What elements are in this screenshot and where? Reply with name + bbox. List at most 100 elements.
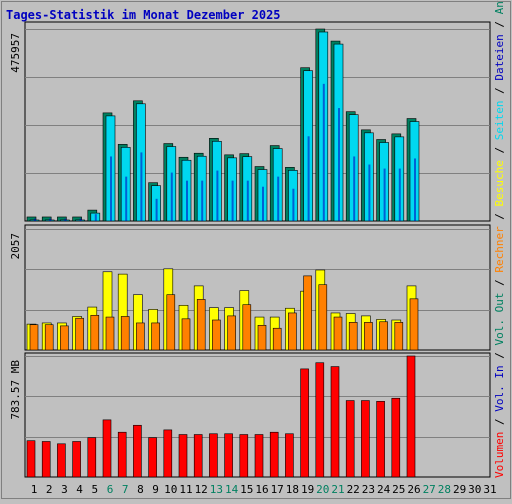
top-ylabel: 475957 <box>9 33 22 73</box>
day-label-21: 21 <box>331 483 344 496</box>
bar-rechner-day-24 <box>379 321 388 351</box>
bar-rechner-day-12 <box>196 299 206 351</box>
bar-volumen-day-7 <box>117 431 127 478</box>
bar-rechner-day-6 <box>105 316 115 351</box>
day-label-29: 29 <box>453 483 466 496</box>
day-label-22: 22 <box>347 483 360 496</box>
bar-rechner-day-19 <box>303 275 312 351</box>
day-label-15: 15 <box>240 483 253 496</box>
day-label-9: 9 <box>152 483 159 496</box>
day-label-31: 31 <box>483 483 496 496</box>
bar-dateien-day-3 <box>64 218 67 221</box>
bar-dateien-day-20 <box>322 83 325 221</box>
bar-rechner-day-26 <box>409 298 419 351</box>
legend-segment: Volumen <box>493 432 506 478</box>
middle-ylabel: 2057 <box>9 233 22 260</box>
day-label-26: 26 <box>407 483 420 496</box>
bar-volumen-day-13 <box>209 433 218 478</box>
day-label-20: 20 <box>316 483 329 496</box>
day-label-1: 1 <box>31 483 38 496</box>
bar-volumen-day-10 <box>163 429 173 478</box>
legend-segment: / <box>493 14 506 34</box>
bar-rechner-day-5 <box>90 314 100 351</box>
day-label-2: 2 <box>46 483 53 496</box>
bar-rechner-day-16 <box>257 324 267 351</box>
bar-rechner-day-18 <box>288 312 297 351</box>
day-label-23: 23 <box>362 483 375 496</box>
bar-dateien-day-11 <box>186 180 188 221</box>
right-legend: Volumen / Vol. In / Vol. Out / Rechner /… <box>493 0 506 478</box>
chart-title: Tages-Statistik im Monat Dezember 2025 <box>6 8 281 22</box>
legend-segment: Dateien <box>493 34 506 80</box>
bar-volumen-day-23 <box>361 400 370 478</box>
bar-dateien-day-2 <box>49 218 52 221</box>
legend-segment: / <box>493 273 506 293</box>
bar-volumen-day-21 <box>330 366 340 478</box>
day-label-13: 13 <box>210 483 223 496</box>
bar-rechner-day-2 <box>44 324 54 351</box>
bottom-ylabel: 783.57 MB <box>9 360 22 420</box>
bar-dateien-day-13 <box>216 170 219 221</box>
bar-rechner-day-3 <box>60 325 69 351</box>
bar-dateien-day-23 <box>368 164 371 221</box>
bar-dateien-day-15 <box>246 180 249 221</box>
bar-volumen-day-2 <box>41 441 51 478</box>
legend-segment: / <box>493 346 506 366</box>
day-label-11: 11 <box>179 483 192 496</box>
bar-rechner-day-15 <box>242 304 252 351</box>
bar-rechner-day-23 <box>364 322 373 351</box>
bar-rechner-day-10 <box>166 294 176 351</box>
bar-volumen-day-22 <box>345 400 355 478</box>
legend-segment: / <box>493 206 506 226</box>
bar-dateien-day-19 <box>307 136 310 221</box>
bar-rechner-day-7 <box>120 316 130 351</box>
day-label-10: 10 <box>164 483 177 496</box>
bar-volumen-day-5 <box>87 437 97 478</box>
bar-volumen-day-14 <box>224 433 233 478</box>
legend-segment: / <box>493 412 506 432</box>
bar-dateien-day-18 <box>292 188 295 221</box>
legend-segment: Seiten <box>493 100 506 140</box>
bar-volumen-day-11 <box>178 434 188 478</box>
bar-volumen-day-16 <box>254 434 264 478</box>
bar-rechner-day-14 <box>227 315 236 351</box>
bar-volumen-day-15 <box>239 434 249 478</box>
bar-dateien-day-1 <box>34 218 36 221</box>
legend-segment: Besuche <box>493 160 506 206</box>
bar-dateien-day-10 <box>170 172 173 221</box>
bar-volumen-day-6 <box>102 419 112 478</box>
bar-volumen-day-24 <box>376 401 385 478</box>
day-label-24: 24 <box>377 483 391 496</box>
day-label-25: 25 <box>392 483 405 496</box>
bar-dateien-day-8 <box>140 152 143 221</box>
day-label-5: 5 <box>91 483 98 496</box>
bar-dateien-day-24 <box>383 168 386 221</box>
bar-rechner-day-1 <box>29 324 39 351</box>
bar-dateien-day-22 <box>353 156 356 221</box>
bar-rechner-day-17 <box>272 327 282 351</box>
bar-rechner-day-22 <box>348 322 358 351</box>
bar-rechner-day-4 <box>75 317 84 351</box>
legend-segment: Anfragen <box>493 0 506 14</box>
bar-rechner-day-21 <box>333 316 343 351</box>
bar-rechner-day-20 <box>318 284 328 351</box>
day-label-27: 27 <box>423 483 436 496</box>
day-label-18: 18 <box>286 483 299 496</box>
day-label-6: 6 <box>107 483 114 496</box>
bar-volumen-day-3 <box>57 443 66 478</box>
bar-dateien-day-21 <box>338 108 340 221</box>
bar-dateien-day-12 <box>201 180 204 221</box>
day-label-8: 8 <box>137 483 144 496</box>
day-label-4: 4 <box>76 483 83 496</box>
bar-volumen-day-19 <box>300 368 309 478</box>
bar-dateien-day-26 <box>414 158 416 221</box>
bar-rechner-day-9 <box>151 322 160 351</box>
bar-volumen-day-4 <box>72 441 81 478</box>
day-label-19: 19 <box>301 483 314 496</box>
legend-segment: Vol. In <box>493 365 506 411</box>
legend-segment: / <box>493 140 506 160</box>
bar-dateien-day-6 <box>110 156 112 221</box>
